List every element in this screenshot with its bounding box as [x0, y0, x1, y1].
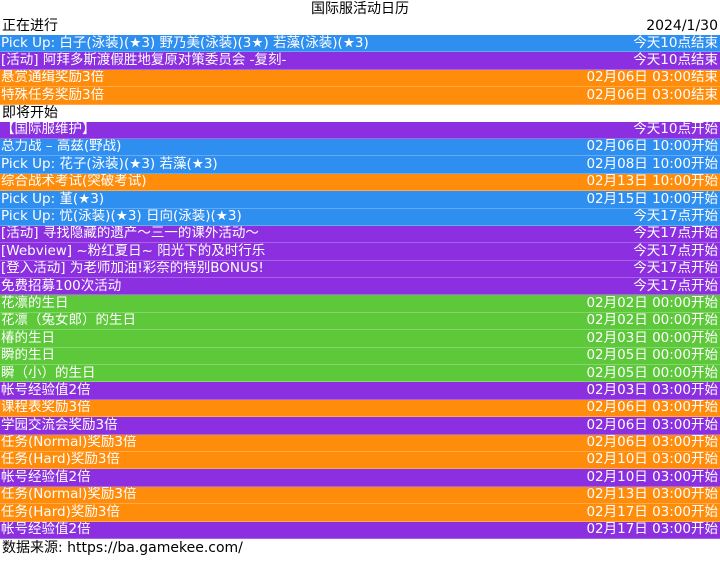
event-time: 今天17点开始 [633, 208, 718, 225]
event-row: Pick Up: 忧(泳装)(★3) 日向(泳装)(★3) 今天17点开始 [0, 208, 720, 226]
upcoming-section-header: 即将开始 [0, 105, 720, 122]
event-time: 02月06日 03:00开始 [586, 434, 718, 451]
event-time: 02月13日 03:00开始 [586, 486, 718, 503]
event-time: 02月05日 00:00开始 [586, 347, 718, 364]
event-row: 综合战术考试(突破考试) 02月13日 10:00开始 [0, 173, 720, 192]
event-row: 花凛（兔女郎）的生日 02月02日 00:00开始 [0, 312, 720, 331]
event-row: 任务(Normal)奖励3倍 02月06日 03:00开始 [0, 434, 720, 452]
event-name: 【国际服维护】 [1, 121, 96, 138]
event-row: 总力战 – 高兹(野战) 02月06日 10:00开始 [0, 138, 720, 157]
event-time: 02月10日 03:00开始 [586, 451, 718, 468]
event-time: 02月17日 03:00开始 [586, 521, 718, 538]
event-time: 今天10点结束 [633, 35, 718, 51]
event-time: 02月17日 03:00开始 [586, 504, 718, 520]
event-time: 02月05日 00:00开始 [586, 365, 718, 381]
data-source-footer: 数据来源: https://ba.gamekee.com/ [2, 539, 243, 556]
event-row: [Webview] ~粉红夏日~ 阳光下的及时行乐 今天17点开始 [0, 243, 720, 261]
event-time: 今天17点开始 [633, 278, 718, 294]
event-row: 椿的生日 02月03日 00:00开始 [0, 330, 720, 348]
event-time: 02月03日 03:00开始 [586, 382, 718, 398]
event-name: [活动] 阿拜多斯渡假胜地复原对策委员会 -复刻- [1, 52, 287, 68]
event-name: 免费招募100次活动 [1, 278, 122, 294]
event-row: 【国际服维护】 今天10点开始 [0, 121, 720, 139]
event-name: 课程表奖励3倍 [1, 399, 91, 416]
event-row: Pick Up: 花子(泳装)(★3) 若藻(★3) 02月08日 10:00开始 [0, 156, 720, 174]
event-name: 帐号经验值2倍 [1, 382, 91, 398]
event-row: 帐号经验值2倍 02月17日 03:00开始 [0, 521, 720, 539]
event-time: 02月03日 00:00开始 [586, 330, 718, 346]
event-row: 免费招募100次活动 今天17点开始 [0, 278, 720, 296]
event-time: 02月15日 10:00开始 [586, 191, 718, 207]
upcoming-label: 即将开始 [2, 104, 58, 121]
event-name: 任务(Normal)奖励3倍 [1, 434, 137, 451]
event-name: [登入活动] 为老师加油!彩奈的特别BONUS! [1, 260, 264, 277]
event-row: Pick Up: 白子(泳装)(★3) 野乃美(泳装)(3★) 若藻(泳装)(★… [0, 35, 720, 53]
event-name: 花凛（兔女郎）的生日 [1, 312, 136, 329]
ongoing-section-header: 正在进行 2024/1/30 [0, 18, 720, 35]
event-row: 任务(Normal)奖励3倍 02月13日 03:00开始 [0, 486, 720, 505]
event-name: 任务(Normal)奖励3倍 [1, 486, 137, 503]
event-time: 02月08日 10:00开始 [586, 156, 718, 172]
event-row: 悬赏通缉奖励3倍 02月06日 03:00结束 [0, 69, 720, 88]
current-date: 2024/1/30 [646, 18, 718, 34]
event-time: 02月06日 03:00开始 [586, 417, 718, 433]
event-time: 02月13日 10:00开始 [586, 173, 718, 190]
event-row: [活动] 阿拜多斯渡假胜地复原对策委员会 -复刻- 今天10点结束 [0, 52, 720, 70]
event-time: 02月06日 03:00结束 [586, 69, 718, 86]
event-time: 02月02日 00:00开始 [586, 295, 718, 311]
event-name: 椿的生日 [1, 330, 55, 346]
event-row: 课程表奖励3倍 02月06日 03:00开始 [0, 399, 720, 418]
event-name: [活动] 寻找隐藏的遗产～三一的课外活动～ [1, 225, 259, 242]
event-name: 总力战 – 高兹(野战) [1, 138, 122, 155]
event-name: Pick Up: 忧(泳装)(★3) 日向(泳装)(★3) [1, 208, 242, 225]
event-row: Pick Up: 堇(★3) 02月15日 10:00开始 [0, 191, 720, 209]
event-name: [Webview] ~粉红夏日~ 阳光下的及时行乐 [1, 243, 266, 259]
event-name: Pick Up: 堇(★3) [1, 191, 105, 207]
event-row: 任务(Hard)奖励3倍 02月10日 03:00开始 [0, 451, 720, 470]
event-name: 任务(Hard)奖励3倍 [1, 504, 120, 520]
event-name: 特殊任务奖励3倍 [1, 87, 105, 103]
ongoing-list: Pick Up: 白子(泳装)(★3) 野乃美(泳装)(3★) 若藻(泳装)(★… [0, 35, 720, 105]
event-time: 02月02日 00:00开始 [586, 312, 718, 329]
event-name: 综合战术考试(突破考试) [1, 173, 147, 190]
event-time: 02月06日 10:00开始 [586, 138, 718, 155]
event-time: 02月10日 03:00开始 [586, 469, 718, 485]
event-row: [活动] 寻找隐藏的遗产～三一的课外活动～ 今天17点开始 [0, 225, 720, 244]
event-time: 02月06日 03:00结束 [586, 87, 718, 103]
event-row: 任务(Hard)奖励3倍 02月17日 03:00开始 [0, 504, 720, 522]
ongoing-label: 正在进行 [2, 18, 58, 34]
event-name: 瞬的生日 [1, 347, 55, 364]
event-row: 瞬（小）的生日 02月05日 00:00开始 [0, 365, 720, 383]
event-row: 学园交流会奖励3倍 02月06日 03:00开始 [0, 417, 720, 435]
event-row: [登入活动] 为老师加油!彩奈的特别BONUS! 今天17点开始 [0, 260, 720, 279]
event-name: Pick Up: 白子(泳装)(★3) 野乃美(泳装)(3★) 若藻(泳装)(★… [1, 35, 369, 51]
event-name: 帐号经验值2倍 [1, 521, 91, 538]
event-name: Pick Up: 花子(泳装)(★3) 若藻(★3) [1, 156, 218, 172]
event-row: 帐号经验值2倍 02月03日 03:00开始 [0, 382, 720, 400]
event-time: 今天10点结束 [633, 52, 718, 68]
page-title: 国际服活动日历 [311, 1, 409, 17]
event-time: 今天17点开始 [633, 243, 718, 259]
event-name: 花凛的生日 [1, 295, 69, 311]
event-name: 瞬（小）的生日 [1, 365, 96, 381]
event-row: 帐号经验值2倍 02月10日 03:00开始 [0, 469, 720, 487]
event-row: 花凛的生日 02月02日 00:00开始 [0, 295, 720, 313]
event-time: 02月06日 03:00开始 [586, 399, 718, 416]
event-name: 帐号经验值2倍 [1, 469, 91, 485]
event-time: 今天10点开始 [633, 121, 718, 138]
event-name: 任务(Hard)奖励3倍 [1, 451, 120, 468]
event-row: 瞬的生日 02月05日 00:00开始 [0, 347, 720, 366]
upcoming-list: 【国际服维护】 今天10点开始总力战 – 高兹(野战) 02月06日 10:00开始… [0, 121, 720, 539]
event-time: 今天17点开始 [633, 225, 718, 242]
event-time: 今天17点开始 [633, 260, 718, 277]
event-row: 特殊任务奖励3倍 02月06日 03:00结束 [0, 87, 720, 105]
event-name: 悬赏通缉奖励3倍 [1, 69, 105, 86]
event-name: 学园交流会奖励3倍 [1, 417, 118, 433]
